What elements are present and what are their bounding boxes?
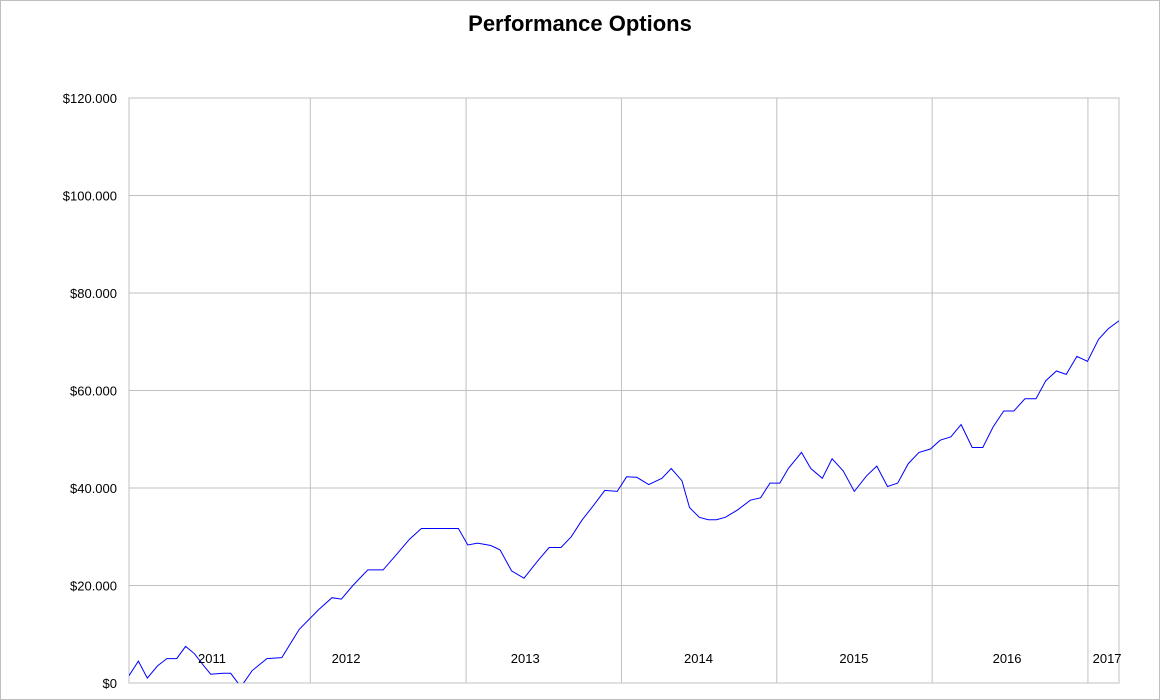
x-year-label: 2016	[993, 651, 1022, 666]
y-tick-label: $0	[103, 676, 117, 691]
plot-border	[128, 97, 1120, 684]
y-tick-label: $120.000	[63, 91, 117, 106]
series-line	[129, 320, 1119, 683]
y-tick-label: $40.000	[70, 481, 117, 496]
x-year-label: 2013	[511, 651, 540, 666]
x-year-label: 2011	[198, 651, 226, 666]
x-year-label: 2012	[332, 651, 361, 666]
y-tick-label: $100.000	[63, 189, 117, 204]
y-tick-label: $60.000	[70, 384, 117, 399]
y-tick-label: $80.000	[70, 286, 117, 301]
x-year-label: 2017	[1093, 651, 1122, 666]
chart-title: Performance Options	[468, 11, 692, 36]
x-year-label: 2014	[684, 651, 713, 666]
y-tick-label: $20.000	[70, 579, 117, 594]
x-year-label: 2015	[839, 651, 868, 666]
